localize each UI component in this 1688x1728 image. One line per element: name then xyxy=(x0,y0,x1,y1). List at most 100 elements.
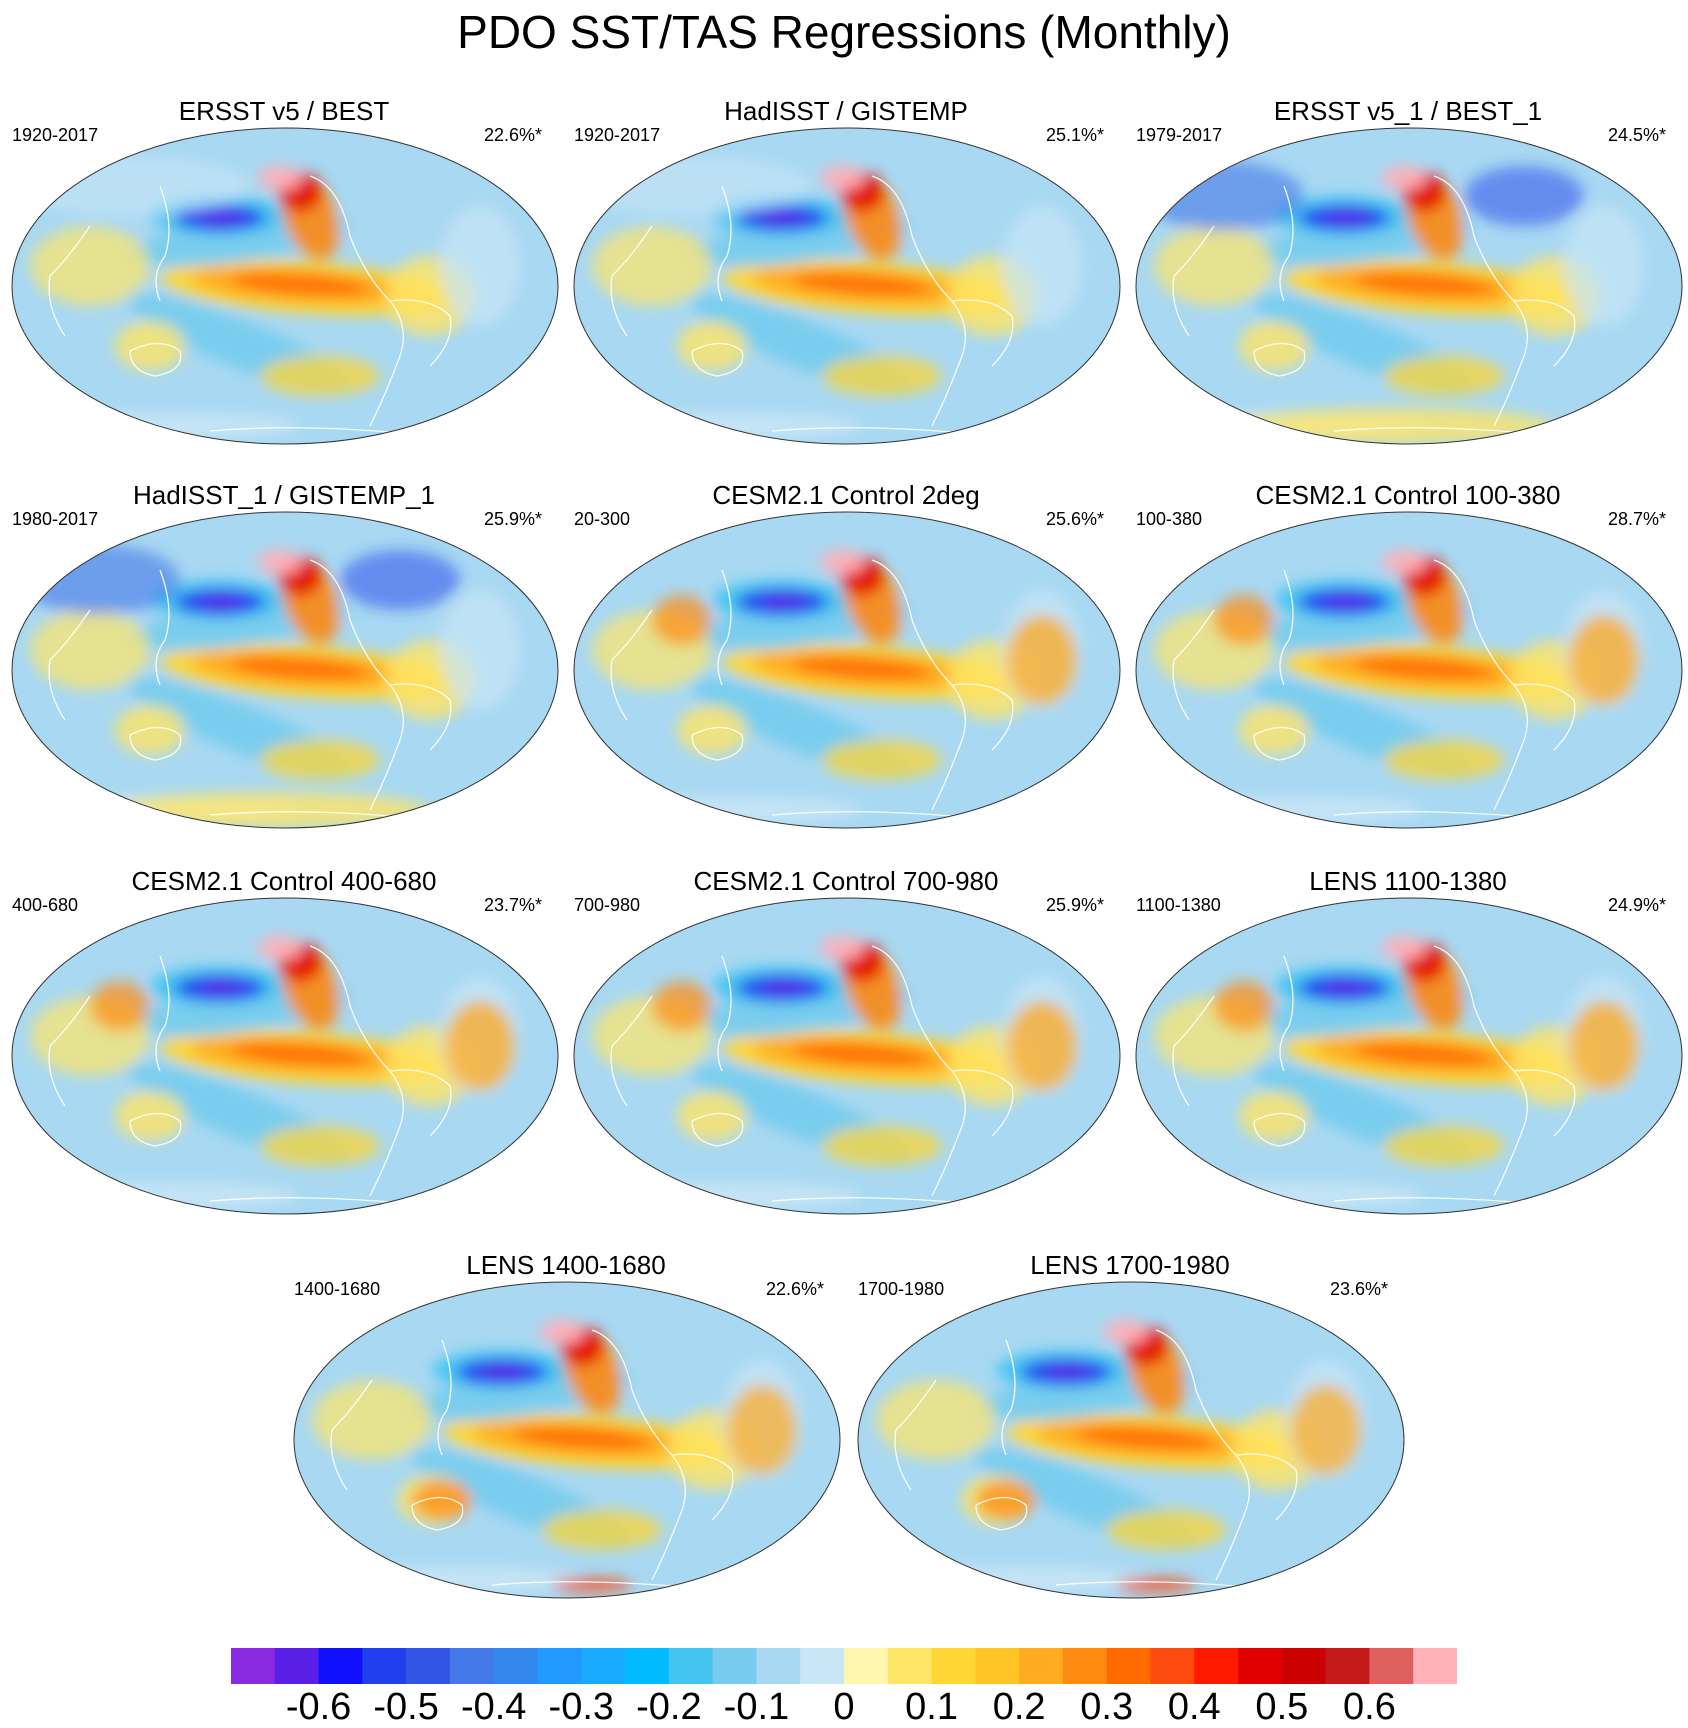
coastline-africa xyxy=(610,225,653,337)
anomaly-region xyxy=(1154,226,1274,306)
map-border xyxy=(11,897,559,1215)
anomaly-region xyxy=(340,550,460,610)
anomaly-region xyxy=(677,321,747,371)
coastline-africa xyxy=(610,995,653,1107)
coastline-africa xyxy=(48,225,91,337)
panel-title: HadISST / GISTEMP xyxy=(724,96,968,126)
anomaly-region xyxy=(1384,740,1504,780)
colorbar-tick-label: 0.3 xyxy=(1080,1686,1134,1728)
coastline-americas xyxy=(871,945,966,1197)
anomaly-region xyxy=(198,595,246,609)
coastline-africa xyxy=(1172,609,1215,721)
colorbar-swatch xyxy=(1369,1648,1414,1684)
anomaly-region xyxy=(822,356,942,396)
coastline-africa xyxy=(330,1379,373,1491)
anomaly-region xyxy=(1007,615,1077,705)
coastline-australia xyxy=(975,1496,1028,1531)
anomaly-region xyxy=(90,981,150,1031)
panel-title: ERSST v5 / BEST xyxy=(178,96,390,126)
coastline-australia xyxy=(411,1496,464,1531)
colorbar-swatch xyxy=(362,1648,407,1684)
coastline-americas xyxy=(1433,559,1528,811)
colorbar-tick-label: 0.6 xyxy=(1343,1686,1396,1728)
anomaly-region xyxy=(1382,550,1426,574)
anomaly-region xyxy=(440,590,520,710)
coastline-south-america xyxy=(1513,299,1576,367)
map-border xyxy=(573,127,1121,445)
regression-map xyxy=(1135,127,1683,445)
panel-period: 1100-1380 xyxy=(1136,895,1221,915)
panel-title: ERSST v5_1 / BEST_1 xyxy=(1273,96,1543,126)
anomaly-region xyxy=(1214,595,1274,645)
anomaly-region xyxy=(542,1510,662,1550)
panel-variance-percent: 23.7%* xyxy=(483,895,542,915)
coastline-antarctica xyxy=(1333,427,1515,433)
map-border xyxy=(1135,897,1683,1215)
anomaly-region xyxy=(1322,211,1370,225)
regression-map xyxy=(11,511,559,829)
panel-variance-percent: 25.9%* xyxy=(483,509,542,529)
anomaly-region xyxy=(1116,1578,1196,1592)
panel-variance-percent: 22.6%* xyxy=(483,125,542,145)
coastline-asia xyxy=(1279,569,1294,686)
colorbar xyxy=(231,1648,1457,1684)
anomaly-region xyxy=(198,211,246,225)
anomaly-region xyxy=(677,1091,747,1141)
anomaly-region xyxy=(1384,1126,1504,1166)
coastline-south-america xyxy=(671,1453,734,1521)
colorbar-swatch xyxy=(756,1648,801,1684)
panel-period: 1920-2017 xyxy=(574,125,661,145)
anomaly-region xyxy=(445,1001,515,1091)
panel-title: LENS 1700-1980 xyxy=(1030,1250,1230,1280)
panel-period: 20-300 xyxy=(574,509,631,529)
coastline-south-america xyxy=(389,299,452,367)
coastline-asia xyxy=(437,1339,452,1456)
anomaly-region xyxy=(258,166,302,190)
anomaly-region xyxy=(30,610,150,690)
panel-title: LENS 1400-1680 xyxy=(466,1250,666,1280)
coastline-south-america xyxy=(1513,1069,1576,1137)
panel-period: 1700-1980 xyxy=(858,1279,945,1299)
anomaly-region xyxy=(230,272,370,296)
panel-variance-percent: 25.9%* xyxy=(1045,895,1104,915)
panel-title: CESM2.1 Control 2deg xyxy=(712,480,980,510)
panel-period: 1920-2017 xyxy=(12,125,99,145)
anomaly-region xyxy=(1076,1426,1216,1450)
regression-map xyxy=(11,897,559,1215)
anomaly-region xyxy=(1354,1042,1494,1066)
anomaly-region xyxy=(260,356,380,396)
anomaly-region xyxy=(792,656,932,680)
coastline-americas xyxy=(871,559,966,811)
coastline-south-america xyxy=(1513,683,1576,751)
anomaly-region xyxy=(792,272,932,296)
coastlines xyxy=(48,175,452,433)
coastline-australia xyxy=(691,342,744,377)
colorbar-swatch xyxy=(975,1648,1020,1684)
colorbar-swatch xyxy=(1062,1648,1108,1684)
anomaly-region xyxy=(1144,161,1304,231)
anomaly-region xyxy=(1044,1365,1092,1379)
regression-map xyxy=(857,1281,1405,1599)
regression-map xyxy=(573,511,1121,829)
panel-title: CESM2.1 Control 700-980 xyxy=(693,866,999,896)
colorbar-swatch xyxy=(800,1648,845,1684)
regression-map xyxy=(11,127,559,445)
coastline-asia xyxy=(1279,955,1294,1072)
map-panel: ERSST v5 / BEST 1920-2017 22.6%* xyxy=(4,96,564,446)
coastline-antarctica xyxy=(209,811,391,817)
panel-period: 1980-2017 xyxy=(12,509,99,529)
panel-period: 1400-1680 xyxy=(294,1279,381,1299)
map-panel: CESM2.1 Control 100-380 100-380 28.7%* xyxy=(1128,480,1688,830)
coastline-africa xyxy=(894,1379,937,1491)
coastline-south-america xyxy=(951,1069,1014,1137)
anomaly-region xyxy=(1564,206,1644,326)
anomaly-region xyxy=(822,740,942,780)
colorbar-tick-label: 0 xyxy=(833,1686,855,1728)
anomaly-region xyxy=(1322,981,1370,995)
coastline-americas xyxy=(309,945,404,1197)
coastline-africa xyxy=(1172,225,1215,337)
anomaly-region xyxy=(822,1126,942,1166)
colorbar-swatch xyxy=(493,1648,538,1684)
anomaly-region xyxy=(1239,705,1309,755)
coastline-antarctica xyxy=(1333,811,1515,817)
